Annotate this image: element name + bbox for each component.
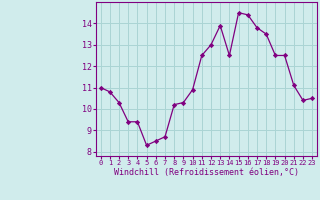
X-axis label: Windchill (Refroidissement éolien,°C): Windchill (Refroidissement éolien,°C) bbox=[114, 168, 299, 177]
